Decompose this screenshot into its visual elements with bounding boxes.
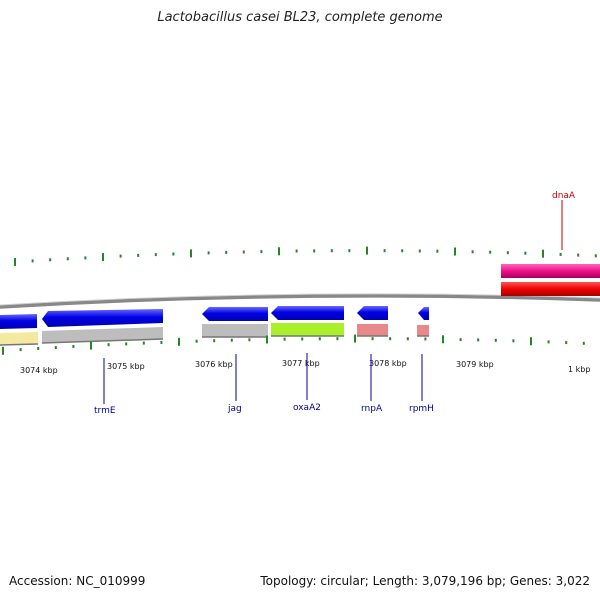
cog-bar-lime-oxaA2 [271, 323, 344, 336]
kbp-scale: 3074 kbp 3075 kbp 3076 kbp 3077 kbp 3078… [20, 359, 590, 375]
cog-bar-yellow [0, 332, 38, 345]
svg-text:rnpA: rnpA [361, 404, 383, 414]
gene-label-oxaA2[interactable]: oxaA2 [293, 353, 321, 413]
upper-tick-row [14, 246, 597, 266]
gene-rpmH-arrow[interactable] [418, 307, 429, 320]
kbp-label: 3078 kbp [369, 359, 407, 368]
genome-backbone [0, 294, 600, 309]
forward-gene-pink[interactable] [501, 264, 600, 278]
cog-bar-salmon-rnpA [357, 324, 388, 336]
svg-text:rpmH: rpmH [409, 404, 434, 414]
kbp-label: 1 kbp [568, 365, 590, 374]
kbp-label: 3076 kbp [195, 360, 233, 369]
forward-gene-red[interactable] [501, 282, 600, 296]
kbp-label: 3079 kbp [456, 360, 494, 369]
gene-jag-arrow[interactable] [202, 307, 268, 321]
cog-bar-grey-trmE [42, 327, 163, 343]
gene-label-rnpA[interactable]: rnpA [361, 354, 383, 414]
gene-rnpA-arrow[interactable] [357, 306, 388, 320]
svg-text:trmE: trmE [94, 406, 116, 416]
accession-label: Accession: NC_010999 [9, 574, 146, 588]
cog-bar-grey-jag [202, 324, 268, 337]
cog-bar-salmon-rpmH [417, 325, 429, 336]
kbp-label: 3074 kbp [20, 366, 58, 375]
map-title: Lactobacillus casei BL23, complete genom… [157, 10, 443, 25]
reverse-gene-arrows [0, 306, 429, 329]
gene-label-trmE[interactable]: trmE [94, 358, 116, 416]
lower-tick-row [2, 334, 585, 355]
kbp-label: 3075 kbp [107, 362, 145, 371]
svg-text:oxaA2: oxaA2 [293, 403, 321, 413]
svg-text:dnaA: dnaA [552, 191, 576, 201]
gene-label-rpmH[interactable]: rpmH [409, 354, 434, 414]
gene-label-jag[interactable]: jag [227, 354, 242, 414]
svg-text:jag: jag [227, 404, 242, 414]
cog-category-bars [0, 323, 429, 346]
gene-trmE-arrow[interactable] [42, 309, 163, 327]
gene-label-dnaA[interactable]: dnaA [552, 191, 576, 250]
reverse-gene-left[interactable] [0, 314, 37, 329]
kbp-label: 3077 kbp [282, 359, 320, 368]
genome-summary-label: Topology: circular; Length: 3,079,196 bp… [260, 574, 590, 588]
gene-oxaA2-arrow[interactable] [271, 306, 344, 320]
